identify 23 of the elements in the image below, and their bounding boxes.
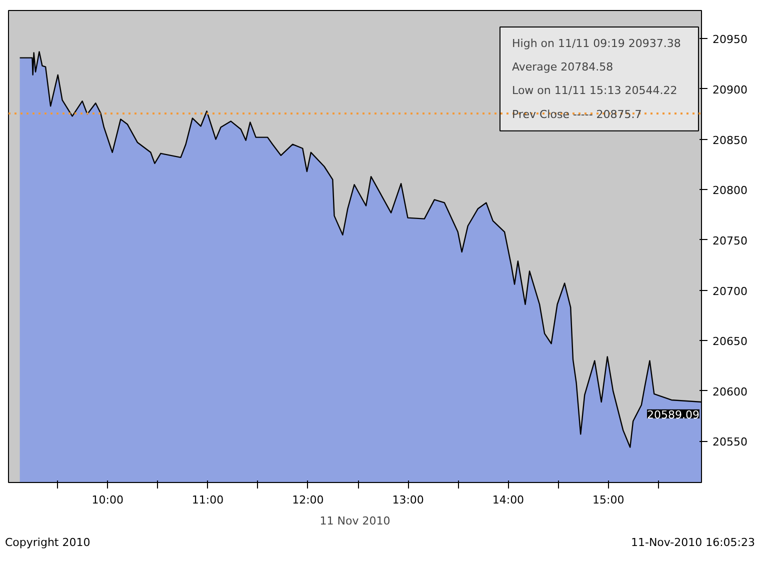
text: Copyright 2010 <box>5 535 90 551</box>
ref-line-label: Prev Close ----- 20875.7 <box>512 108 642 121</box>
y-tick-label: 20650 <box>712 335 748 348</box>
x-tick-label: 11:00 <box>192 494 224 506</box>
x-tick-label: 13:00 <box>392 494 424 506</box>
annotation: 20589.09 <box>647 408 700 422</box>
x-tick-label: 12:00 <box>292 494 324 506</box>
annotation: High on 11/11 09:19 20937.38 <box>512 37 681 50</box>
x-axis-title: 11 Nov 2010 <box>320 514 390 528</box>
y-tick-label: 20800 <box>712 184 748 198</box>
y-tick-label: 20850 <box>712 134 748 147</box>
y-tick-label: 20600 <box>712 385 748 398</box>
x-tick-label: 10:00 <box>92 494 124 506</box>
y-tick-label: 20700 <box>712 284 748 298</box>
x-tick-label: 14:00 <box>492 494 524 506</box>
annotation: Low on 11/11 15:13 20544.22 <box>512 84 678 98</box>
y-tick-label: 20550 <box>712 436 748 449</box>
x-tick-label: 15:00 <box>592 494 624 506</box>
text: 11-Nov-2010 16:05:23 <box>630 535 755 551</box>
y-tick-label: 20950 <box>712 33 748 46</box>
y-tick-label: 20750 <box>712 234 748 248</box>
y-tick-label: 20900 <box>712 84 748 96</box>
annotation: Average 20784.58 <box>512 60 614 74</box>
